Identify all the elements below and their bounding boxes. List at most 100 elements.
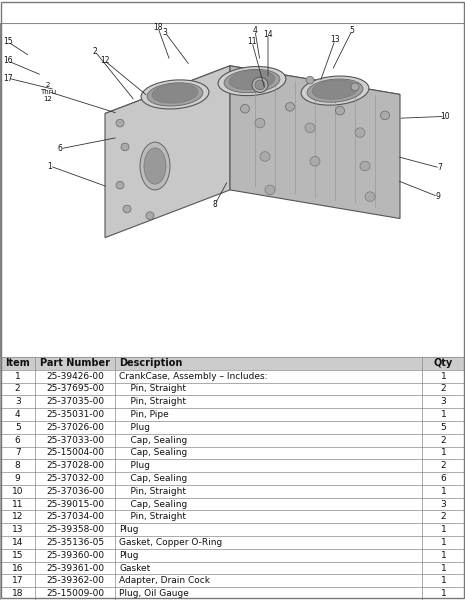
Text: 3: 3	[163, 28, 167, 37]
Text: 6: 6	[15, 436, 20, 445]
Text: 25-37036-00: 25-37036-00	[46, 487, 104, 496]
Bar	[0, 408, 465, 421]
Text: Description: Description	[119, 358, 182, 368]
Text: 25-39362-00: 25-39362-00	[46, 577, 104, 586]
Text: 1: 1	[441, 577, 446, 586]
Text: 25-15009-00: 25-15009-00	[46, 589, 104, 598]
Text: Plug: Plug	[119, 551, 139, 560]
Text: 6: 6	[58, 145, 62, 154]
Text: 25-35031-00: 25-35031-00	[46, 410, 104, 419]
Text: 13: 13	[330, 35, 340, 44]
Text: 9: 9	[15, 474, 20, 483]
Text: 25-39015-00: 25-39015-00	[46, 500, 104, 509]
Bar	[0, 574, 465, 587]
Text: 25-39360-00: 25-39360-00	[46, 551, 104, 560]
Text: 2: 2	[441, 461, 446, 470]
Text: 11: 11	[247, 37, 257, 46]
Text: 3: 3	[441, 397, 446, 406]
Text: 4: 4	[15, 410, 20, 419]
Ellipse shape	[301, 76, 369, 105]
Text: 14: 14	[12, 538, 23, 547]
Text: Pin, Straight: Pin, Straight	[119, 385, 186, 394]
Circle shape	[255, 118, 265, 128]
Text: Cap, Sealing: Cap, Sealing	[119, 448, 187, 457]
Ellipse shape	[140, 142, 170, 190]
Text: Cap, Sealing: Cap, Sealing	[119, 500, 187, 509]
Text: 15: 15	[12, 551, 23, 560]
Text: Adapter, Drain Cock: Adapter, Drain Cock	[119, 577, 210, 586]
Polygon shape	[105, 66, 400, 142]
Bar	[0, 434, 465, 446]
Text: 25-37026-00: 25-37026-00	[46, 423, 104, 432]
Text: Plug: Plug	[119, 461, 150, 470]
Text: Item: Item	[5, 358, 30, 368]
Text: 1: 1	[441, 487, 446, 496]
Bar	[0, 587, 465, 600]
Text: 25-39358-00: 25-39358-00	[46, 525, 104, 534]
Text: 1: 1	[441, 589, 446, 598]
Bar	[0, 511, 465, 523]
Text: 1: 1	[441, 563, 446, 572]
Polygon shape	[105, 66, 230, 238]
Bar	[0, 562, 465, 574]
Bar	[0, 383, 465, 395]
Text: Pin, Straight: Pin, Straight	[119, 512, 186, 521]
Circle shape	[252, 77, 268, 92]
Circle shape	[305, 123, 315, 133]
Text: 1: 1	[15, 371, 20, 380]
Ellipse shape	[147, 83, 203, 106]
Text: Gasket: Gasket	[119, 563, 150, 572]
Text: 2: 2	[15, 385, 20, 394]
Text: 25-37695-00: 25-37695-00	[46, 385, 104, 394]
Text: 10: 10	[440, 112, 450, 121]
Text: 2: 2	[441, 436, 446, 445]
Text: 25-15004-00: 25-15004-00	[46, 448, 104, 457]
Text: Gasket, Copper O-Ring: Gasket, Copper O-Ring	[119, 538, 222, 547]
Text: 7: 7	[438, 163, 442, 172]
Circle shape	[260, 152, 270, 161]
Text: 1: 1	[441, 448, 446, 457]
Circle shape	[146, 212, 154, 220]
Text: 1: 1	[441, 410, 446, 419]
Circle shape	[121, 143, 129, 151]
Text: 1: 1	[47, 161, 53, 170]
Circle shape	[336, 106, 345, 115]
Circle shape	[355, 128, 365, 137]
Bar	[0, 523, 465, 536]
Circle shape	[351, 83, 359, 91]
Text: Plug: Plug	[119, 423, 150, 432]
Circle shape	[365, 192, 375, 202]
Ellipse shape	[307, 79, 363, 102]
Text: 25-37028-00: 25-37028-00	[46, 461, 104, 470]
Text: 25-37034-00: 25-37034-00	[46, 512, 104, 521]
Text: 2
Thru
12: 2 Thru 12	[40, 82, 56, 101]
Text: 18: 18	[12, 589, 23, 598]
Text: Cap, Sealing: Cap, Sealing	[119, 436, 187, 445]
Ellipse shape	[312, 80, 358, 100]
Text: 25-39361-00: 25-39361-00	[46, 563, 104, 572]
Text: 3: 3	[15, 397, 20, 406]
Text: 17: 17	[3, 74, 13, 83]
Text: 25-37032-00: 25-37032-00	[46, 474, 104, 483]
Ellipse shape	[152, 84, 198, 103]
Circle shape	[123, 205, 131, 213]
Text: 2: 2	[441, 385, 446, 394]
Text: 1: 1	[441, 538, 446, 547]
Text: 5: 5	[441, 423, 446, 432]
Text: 5: 5	[350, 26, 354, 35]
Text: CrankCase, Assembly – Includes:: CrankCase, Assembly – Includes:	[119, 371, 267, 380]
Circle shape	[265, 185, 275, 194]
Text: 9: 9	[436, 192, 440, 201]
Text: 3: 3	[441, 500, 446, 509]
Text: 10: 10	[12, 487, 23, 496]
Text: 6: 6	[441, 474, 446, 483]
Bar	[0, 395, 465, 408]
Circle shape	[306, 76, 314, 84]
Text: 25-35136-05: 25-35136-05	[46, 538, 104, 547]
Text: Cap, Sealing: Cap, Sealing	[119, 474, 187, 483]
Ellipse shape	[229, 70, 275, 90]
Text: 16: 16	[3, 56, 13, 65]
Text: 5: 5	[15, 423, 20, 432]
Circle shape	[116, 181, 124, 189]
Text: Pin, Straight: Pin, Straight	[119, 487, 186, 496]
